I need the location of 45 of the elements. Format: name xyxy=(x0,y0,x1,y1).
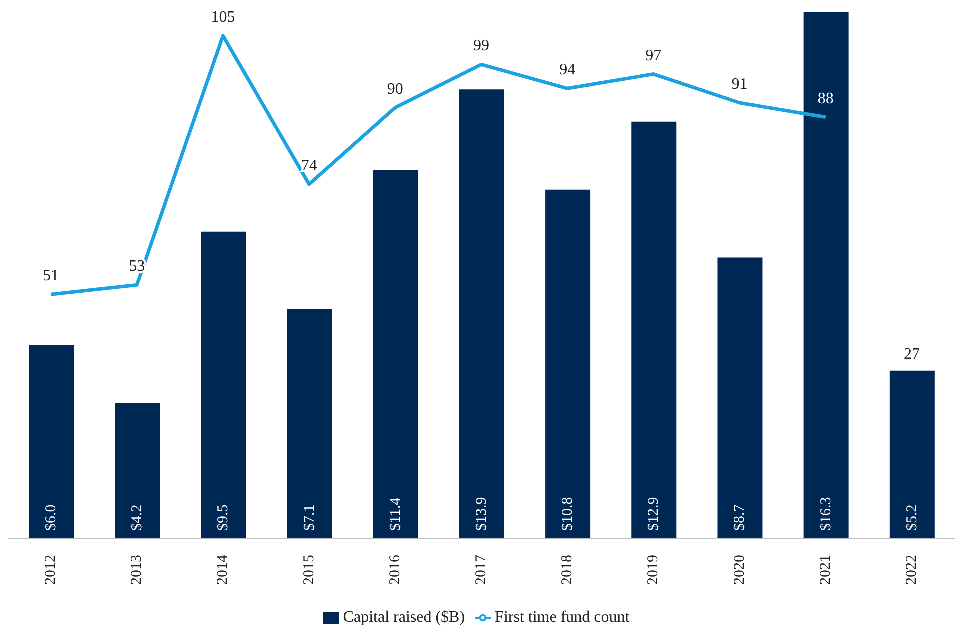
data-label: $5.2 xyxy=(904,504,920,531)
bar xyxy=(29,345,74,539)
x-tick-label: 2015 xyxy=(301,555,318,585)
data-label: $11.4 xyxy=(388,497,404,531)
legend-label: First time fund count xyxy=(495,609,630,626)
data-label: $8.7 xyxy=(732,504,748,531)
bar xyxy=(890,370,935,539)
x-tick-label: 2020 xyxy=(732,555,748,585)
x-tick-label: 2017 xyxy=(474,554,490,585)
data-label: $9.5 xyxy=(216,504,232,531)
bar xyxy=(287,309,332,539)
data-label: $6.0 xyxy=(44,504,60,531)
data-label: 88 xyxy=(818,90,834,108)
annotation: 27 xyxy=(904,346,920,363)
x-tick-label: 2021 xyxy=(818,555,834,585)
data-label: 90 xyxy=(387,80,404,98)
x-tick-label: 2018 xyxy=(560,555,576,585)
bar xyxy=(546,190,591,539)
data-label: $13.9 xyxy=(474,497,490,531)
data-label: $12.9 xyxy=(646,497,662,531)
data-label: 94 xyxy=(560,62,576,79)
bar xyxy=(201,232,246,539)
data-label: 105 xyxy=(211,8,236,26)
legend-label: Capital raised ($B) xyxy=(343,609,466,626)
data-label: $4.2 xyxy=(130,504,146,531)
x-tick-label: 2013 xyxy=(129,555,146,585)
bar xyxy=(459,90,504,539)
data-label: 74 xyxy=(301,157,318,174)
data-label: 97 xyxy=(646,47,662,64)
bar xyxy=(718,258,763,539)
x-tick-label: 2019 xyxy=(646,555,662,585)
bar xyxy=(804,12,849,539)
x-tick-label: 2016 xyxy=(387,554,404,585)
data-label: $16.3 xyxy=(818,497,834,531)
x-tick-label: 2014 xyxy=(215,554,232,585)
bar xyxy=(115,403,160,539)
bar xyxy=(373,170,418,539)
bar xyxy=(632,122,677,539)
data-label: 99 xyxy=(474,38,490,55)
data-label: 51 xyxy=(43,268,60,285)
data-label: 91 xyxy=(732,76,748,94)
x-tick-label: 2012 xyxy=(43,555,60,585)
data-label: $10.8 xyxy=(560,497,576,531)
data-label: $7.1 xyxy=(302,504,318,531)
x-tick-label: 2022 xyxy=(904,555,920,585)
